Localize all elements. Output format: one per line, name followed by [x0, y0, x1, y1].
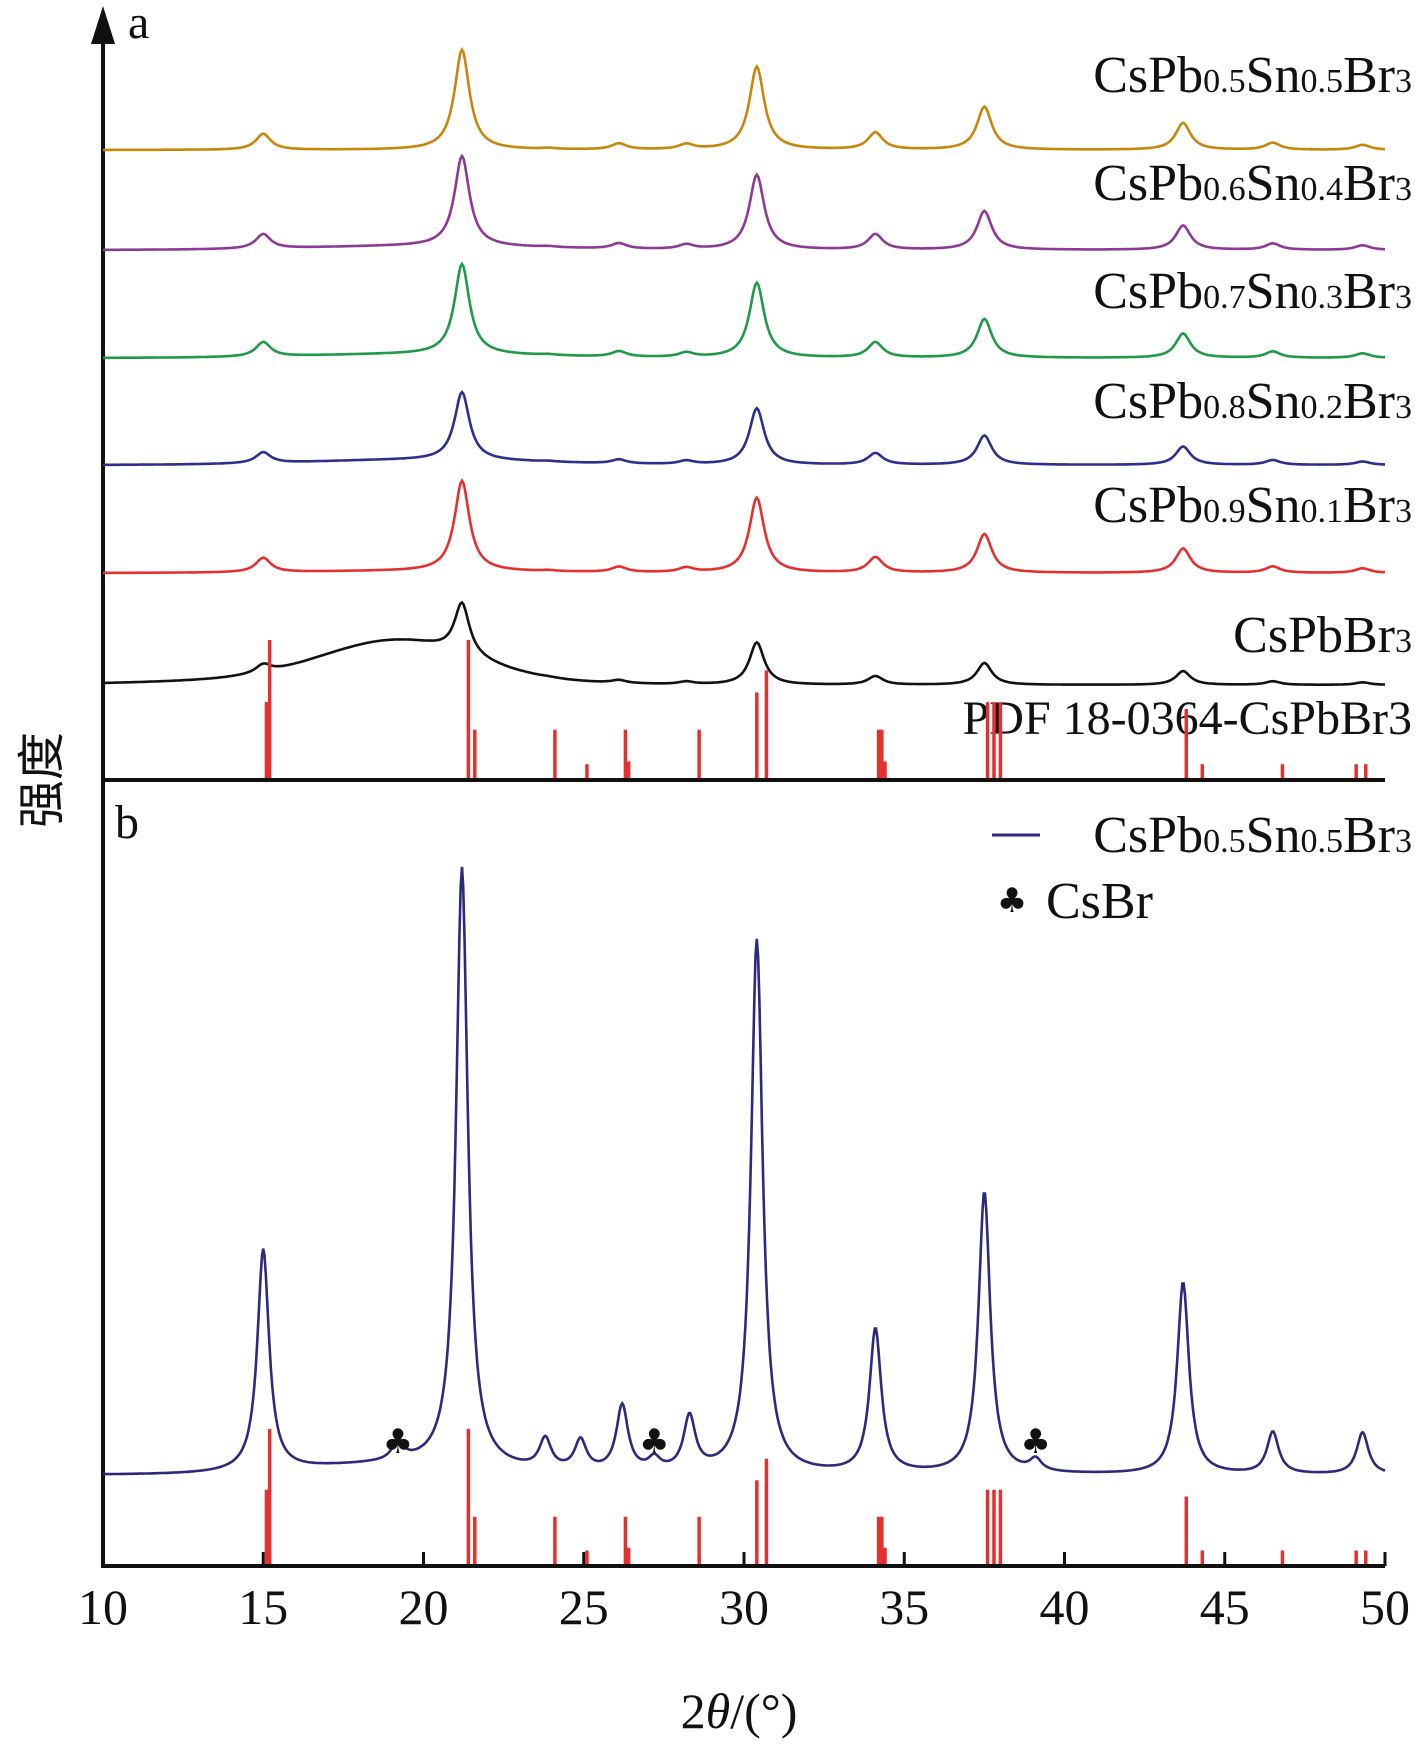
series-line-a-5 — [103, 600, 1386, 686]
x-tick-label: 10 — [78, 1579, 128, 1635]
x-tick-label: 45 — [1200, 1579, 1250, 1635]
series-label-a-1: CsPb0.6Sn0.4Br3 — [1093, 155, 1412, 212]
x-tick-label: 50 — [1360, 1579, 1410, 1635]
series-label-a-2: CsPb0.7Sn0.3Br3 — [1093, 263, 1412, 320]
series-label-a-4: CsPb0.9Sn0.1Br3 — [1093, 477, 1412, 534]
legend-csbr-label: CsBr — [1046, 873, 1153, 930]
legend-club-marker: ♣ — [997, 881, 1027, 921]
panel-a-plot — [103, 46, 1386, 778]
series-line-b — [103, 866, 1386, 1476]
series-line-a-0 — [103, 46, 1386, 152]
x-tick-label: 25 — [559, 1579, 609, 1635]
x-tick-label: 20 — [399, 1579, 449, 1635]
x-tick-label: 35 — [879, 1579, 929, 1635]
series-label-a-3: CsPb0.8Sn0.2Br3 — [1093, 373, 1412, 430]
series-line-a-3 — [103, 389, 1385, 467]
legend-series-label: CsPb0.5Sn0.5Br3 — [1093, 807, 1412, 864]
panel-a-series-labels: CsPb0.5Sn0.5Br3 CsPb0.6Sn0.4Br3 CsPb0.7Sn0… — [1093, 47, 1412, 664]
panel-b-label: b — [115, 796, 139, 849]
series-label-a-5: CsPbBr3 — [1233, 607, 1412, 664]
x-tick-label: 40 — [1040, 1579, 1090, 1635]
y-axis-arrow — [91, 6, 115, 44]
x-tick-label: 15 — [238, 1579, 288, 1635]
series-line-a-4 — [103, 478, 1385, 575]
panel-a-label: a — [128, 0, 149, 49]
csbr-club-marker: ♣ — [383, 1422, 413, 1462]
series-line-a-1 — [103, 153, 1385, 252]
csbr-club-marker: ♣ — [1020, 1422, 1050, 1462]
panel-b-plot: ♣ ♣ ♣ — [103, 866, 1386, 1564]
x-tick-label: 30 — [719, 1579, 769, 1635]
csbr-club-marker: ♣ — [639, 1422, 669, 1462]
x-ticks: 10 15 20 25 30 35 40 45 50 — [78, 1552, 1410, 1635]
y-axis-label: 强度 — [16, 732, 69, 828]
series-label-a-0: CsPb0.5Sn0.5Br3 — [1093, 47, 1412, 104]
panel-b-legend: CsPb0.5Sn0.5Br3 ♣ CsBr — [992, 807, 1412, 930]
x-axis-label: 2θ/(°) — [681, 1683, 798, 1739]
series-line-a-2 — [103, 261, 1385, 360]
